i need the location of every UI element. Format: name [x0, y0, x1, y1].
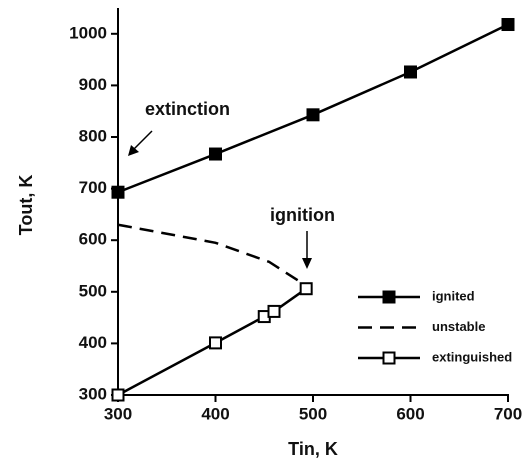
marker [111, 388, 125, 402]
marker [209, 147, 222, 161]
marker [299, 282, 313, 296]
legend-label: unstable [432, 319, 485, 334]
x-tick-label: 700 [494, 404, 522, 423]
legend-marker [382, 351, 396, 365]
legend-marker [382, 290, 396, 304]
y-tick-label: 500 [79, 281, 107, 300]
x-tick-label: 500 [299, 404, 327, 423]
x-tick-label: 400 [201, 404, 229, 423]
annotation: ignition [270, 205, 335, 225]
y-tick-label: 700 [79, 178, 107, 197]
y-tick-label: 900 [79, 75, 107, 94]
marker [404, 65, 417, 79]
annotation: extinction [145, 99, 230, 119]
series-line [117, 223, 306, 287]
annotation-arrow [302, 231, 312, 269]
x-axis-label: Tin, K [288, 439, 338, 459]
legend-label: extinguished [432, 349, 512, 364]
marker [306, 108, 320, 122]
legend-label: ignited [432, 288, 475, 303]
marker [209, 336, 222, 350]
marker [267, 304, 281, 318]
y-tick-label: 600 [79, 230, 107, 249]
marker [501, 18, 515, 32]
y-tick-label: 400 [79, 333, 107, 352]
annotation-arrow [128, 130, 153, 156]
y-tick-label: 1000 [69, 23, 107, 42]
y-tick-label: 300 [79, 384, 107, 403]
x-tick-label: 600 [396, 404, 424, 423]
x-tick-label: 300 [104, 404, 132, 423]
y-axis-label: Tout, K [16, 175, 36, 236]
y-tick-label: 800 [79, 126, 107, 145]
axes [117, 8, 509, 396]
marker [111, 185, 125, 199]
